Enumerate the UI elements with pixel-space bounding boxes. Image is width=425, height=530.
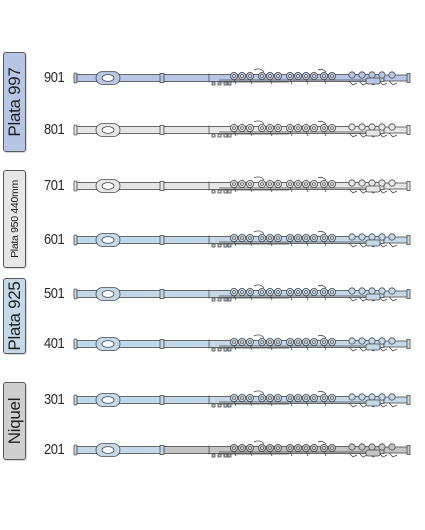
model-number: 301 xyxy=(44,391,65,408)
flute-illustration xyxy=(73,230,411,248)
model-number: 801 xyxy=(44,121,65,138)
flute-illustration xyxy=(73,284,411,302)
flute-illustration xyxy=(73,390,411,408)
flute-row-801: 801 xyxy=(44,118,411,142)
group-tab-plata-997: Plata 997 xyxy=(3,52,26,152)
group-label: Plata 925 xyxy=(4,281,24,351)
model-number: 901 xyxy=(44,69,65,86)
flute-row-201: 201 xyxy=(44,438,411,462)
flute-row-901: 901 xyxy=(44,66,411,90)
flute-illustration xyxy=(73,68,411,86)
model-number: 201 xyxy=(44,441,65,458)
group-tab-niquel: Niquel xyxy=(3,382,26,460)
flute-illustration xyxy=(73,334,411,352)
model-number: 601 xyxy=(44,231,65,248)
group-tab-plata-925: Plata 925 xyxy=(3,278,26,354)
flute-row-401: 401 xyxy=(44,332,411,356)
group-tab-plata-950: Plata 950 440mm xyxy=(3,170,26,268)
group-label: Plata 950 440mm xyxy=(8,180,21,258)
flute-illustration xyxy=(73,440,411,458)
group-label: Plata 997 xyxy=(4,67,24,137)
model-number: 701 xyxy=(44,177,65,194)
model-number: 501 xyxy=(44,285,65,302)
flute-row-701: 701 xyxy=(44,174,411,198)
flute-illustration xyxy=(73,176,411,194)
flute-illustration xyxy=(73,120,411,138)
model-number: 401 xyxy=(44,335,65,352)
group-label: Niquel xyxy=(4,397,24,445)
flute-row-601: 601 xyxy=(44,228,411,252)
flute-row-501: 501 xyxy=(44,282,411,306)
flute-row-301: 301 xyxy=(44,388,411,412)
